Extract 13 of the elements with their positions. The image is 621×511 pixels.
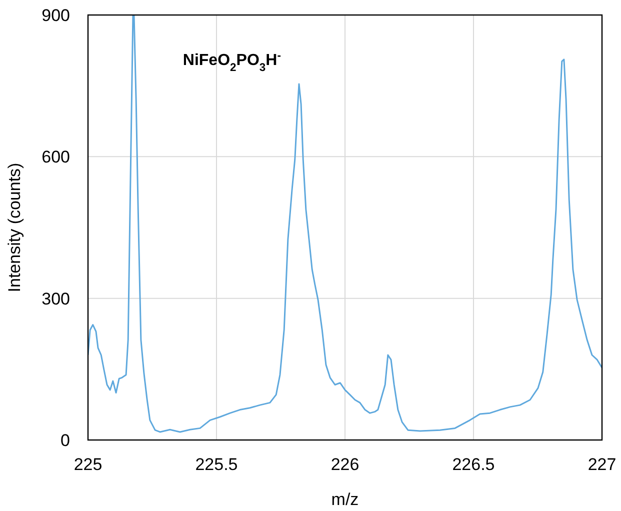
x-axis-title: m/z (331, 490, 359, 509)
line-series (88, 15, 602, 433)
x-tick-label: 225 (74, 455, 102, 474)
y-tick-label: 600 (42, 148, 70, 167)
x-tick-label: 225.5 (195, 455, 238, 474)
y-tick-label: 300 (42, 289, 70, 308)
text: NiFeO$_{2}$PO$_{3}$H$^{-}$ (182, 50, 282, 74)
x-tick-label: 227 (588, 455, 616, 474)
y-tick-label: 0 (60, 431, 70, 450)
x-tick-label: 226.5 (452, 455, 495, 474)
x-tick-label: 226 (330, 455, 360, 474)
y-tick-label: 900 (42, 6, 70, 25)
y-axis-title: Intensity (counts) (5, 162, 24, 292)
